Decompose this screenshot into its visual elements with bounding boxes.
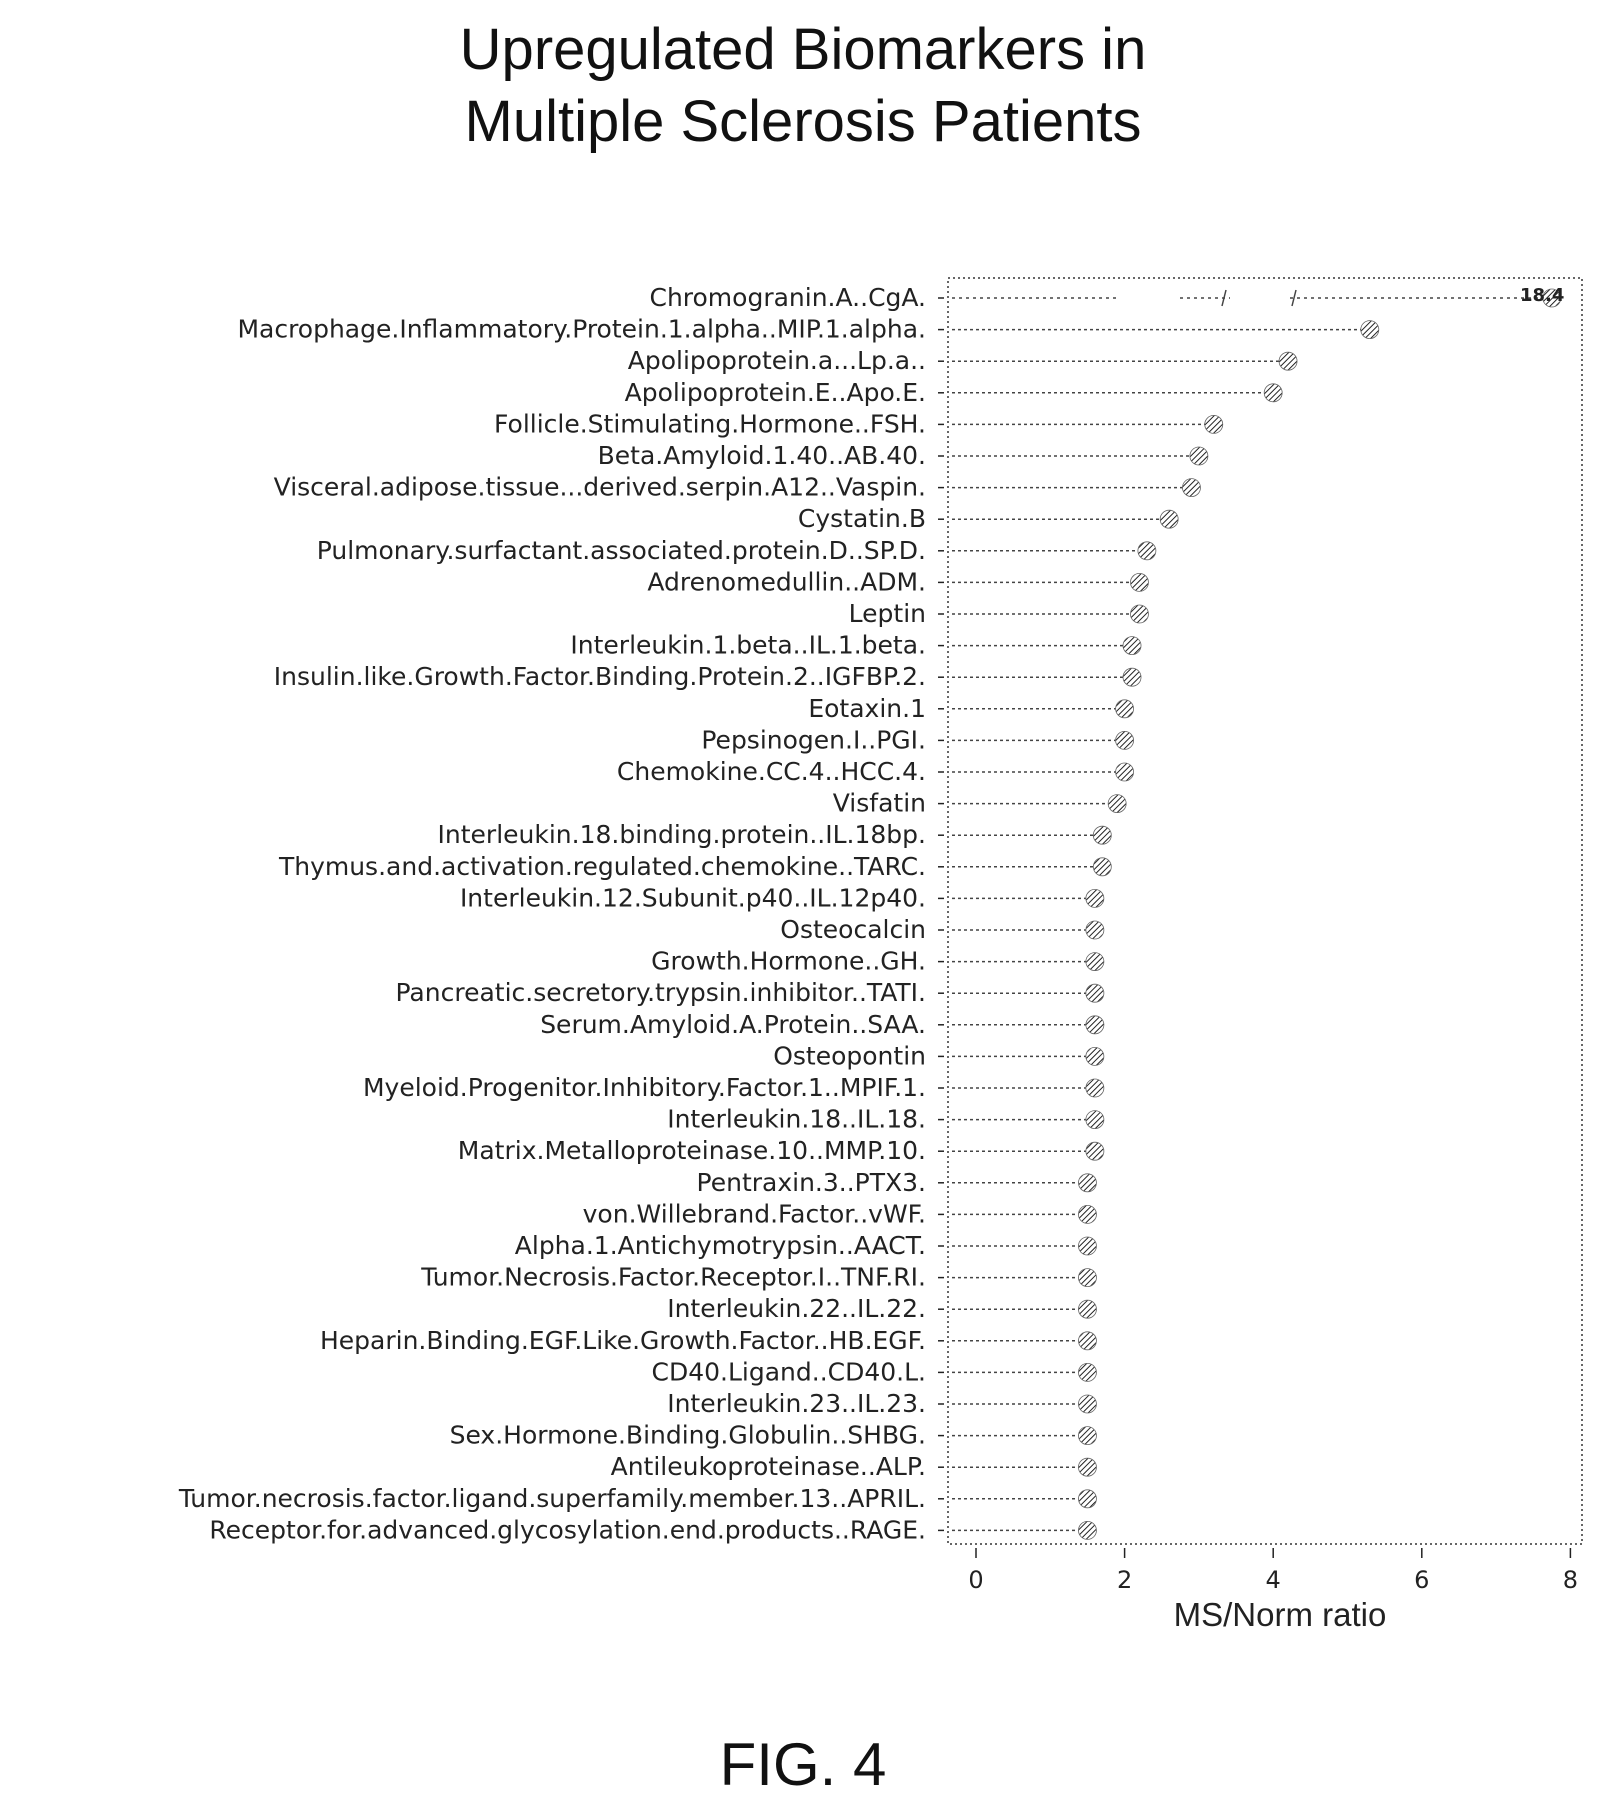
axis-break-mark <box>1221 289 1227 307</box>
y-tick-label: Pancreatic.secretory.trypsin.inhibitor..… <box>395 978 926 1007</box>
data-point <box>1085 1047 1105 1066</box>
data-point <box>1078 1299 1097 1319</box>
data-point <box>1115 699 1134 719</box>
figure-label: FIG. 4 <box>719 1731 887 1798</box>
data-point <box>1078 1457 1097 1477</box>
data-point <box>1122 667 1142 687</box>
data-point <box>1078 1331 1097 1351</box>
y-tick-label: Serum.Amyloid.A.Protein..SAA. <box>540 1010 926 1039</box>
data-point <box>1137 541 1157 561</box>
y-tick-label: Growth.Hormone..GH. <box>651 947 926 976</box>
data-point <box>1204 414 1224 434</box>
data-point <box>1107 794 1127 813</box>
y-tick-label: Myeloid.Progenitor.Inhibitory.Factor.1..… <box>363 1073 926 1102</box>
data-point <box>1078 1489 1097 1509</box>
y-tick-label: Alpha.1.Antichymotrypsin..AACT. <box>515 1231 926 1260</box>
y-tick-label: Leptin <box>849 599 926 628</box>
y-tick-label: Cystatin.B <box>798 504 926 533</box>
y-tick-label: Interleukin.1.beta..IL.1.beta. <box>570 631 926 660</box>
data-point <box>1078 1205 1097 1224</box>
y-tick-label: Macrophage.Inflammatory.Protein.1.alpha.… <box>237 315 926 344</box>
x-axis-label: MS/Norm ratio <box>1174 1596 1387 1633</box>
y-tick-label: Pentraxin.3..PTX3. <box>697 1168 926 1197</box>
data-point <box>1078 1394 1097 1414</box>
y-tick-label: Apolipoprotein.a...Lp.a.. <box>628 346 926 375</box>
lollipop-chart: Chromogranin.A..CgA. Macrophage.Inflammat… <box>178 277 1583 1633</box>
data-point <box>1085 920 1105 940</box>
y-tick-label: Chromogranin.A..CgA. <box>649 283 926 312</box>
data-point <box>1092 825 1112 845</box>
data-point <box>1130 573 1149 592</box>
x-tick-label: 2 <box>1117 1566 1132 1594</box>
data-point <box>1115 762 1134 782</box>
data-point <box>1092 857 1112 877</box>
y-tick-label: Visceral.adipose.tissue...derived.serpin… <box>274 473 926 502</box>
y-tick-label: Adrenomedullin..ADM. <box>647 567 926 596</box>
y-tick-label: Eotaxin.1 <box>808 694 926 723</box>
data-point <box>1085 1141 1105 1161</box>
y-tick-label: Chemokine.CC.4..HCC.4. <box>617 757 926 786</box>
y-tick-label: Apolipoprotein.E..Apo.E. <box>625 378 926 407</box>
chart-title: Upregulated Biomarkers in Multiple Scler… <box>0 14 1606 158</box>
y-tick-label: Tumor.Necrosis.Factor.Receptor.I..TNF.RI… <box>420 1263 926 1292</box>
chart-title-line-1: Upregulated Biomarkers in <box>459 17 1147 82</box>
x-tick-label: 6 <box>1414 1566 1429 1594</box>
x-tick-label: 0 <box>968 1566 983 1594</box>
data-point <box>1078 1268 1097 1287</box>
axis-break-mark <box>1291 289 1297 307</box>
data-point <box>1078 1426 1097 1445</box>
y-tick-label: Antileukoproteinase..ALP. <box>611 1452 926 1481</box>
y-tick-label: Tumor.necrosis.factor.ligand.superfamily… <box>178 1484 926 1513</box>
data-point <box>1182 478 1201 498</box>
data-point <box>1078 1236 1097 1256</box>
data-point <box>1085 983 1105 1003</box>
data-point <box>1078 1363 1097 1382</box>
data-point <box>1542 288 1562 308</box>
y-tick-label: Interleukin.22..IL.22. <box>667 1294 926 1323</box>
data-point <box>1085 1110 1105 1129</box>
break-value-label: 18.4 <box>1520 285 1564 306</box>
y-tick-label: Osteopontin <box>773 1041 926 1070</box>
y-tick-label: Insulin.like.Growth.Factor.Binding.Prote… <box>274 662 926 691</box>
y-tick-label: Receptor.for.advanced.glycosylation.end.… <box>209 1515 926 1544</box>
y-tick-label: Follicle.Stimulating.Hormone..FSH. <box>494 409 926 438</box>
plot-panel-border <box>947 277 1583 1545</box>
data-point <box>1130 604 1149 624</box>
data-point <box>1078 1521 1097 1540</box>
data-point <box>1189 446 1209 466</box>
y-tick-label: Interleukin.18..IL.18. <box>667 1105 926 1134</box>
data-point <box>1122 636 1142 655</box>
data-point <box>1085 1078 1105 1098</box>
y-tick-label: Thymus.and.activation.regulated.chemokin… <box>278 852 926 881</box>
data-point <box>1085 889 1105 908</box>
data-point <box>1278 351 1298 371</box>
data-point <box>1263 383 1283 403</box>
y-tick-label: Matrix.Metalloproteinase.10..MMP.10. <box>458 1136 926 1165</box>
data-point <box>1078 1173 1097 1193</box>
y-tick-label: Pulmonary.surfactant.associated.protein.… <box>317 536 926 565</box>
y-tick-label: Interleukin.23..IL.23. <box>667 1389 926 1418</box>
y-tick-label: Interleukin.12.Subunit.p40..IL.12p40. <box>460 883 926 912</box>
y-tick-label: Heparin.Binding.EGF.Like.Growth.Factor..… <box>320 1326 926 1355</box>
data-point <box>1115 731 1134 750</box>
y-tick-label: Visfatin <box>833 789 926 818</box>
y-tick-label: von.Willebrand.Factor..vWF. <box>583 1199 926 1228</box>
data-point <box>1085 1015 1105 1035</box>
y-tick-label: CD40.Ligand..CD40.L. <box>652 1357 926 1386</box>
x-tick-label: 4 <box>1266 1566 1281 1594</box>
data-point <box>1360 320 1380 340</box>
y-tick-label: Beta.Amyloid.1.40..AB.40. <box>598 441 926 470</box>
x-tick-label: 8 <box>1563 1566 1578 1594</box>
y-tick-label: Sex.Hormone.Binding.Globulin..SHBG. <box>450 1421 926 1450</box>
y-tick-label: Pepsinogen.I..PGI. <box>701 725 926 754</box>
data-point <box>1085 952 1105 971</box>
y-tick-label: Interleukin.18.binding.protein..IL.18bp. <box>438 820 926 849</box>
data-point <box>1159 509 1179 529</box>
y-tick-label: Osteocalcin <box>780 915 926 944</box>
chart-title-line-2: Multiple Sclerosis Patients <box>464 89 1142 154</box>
